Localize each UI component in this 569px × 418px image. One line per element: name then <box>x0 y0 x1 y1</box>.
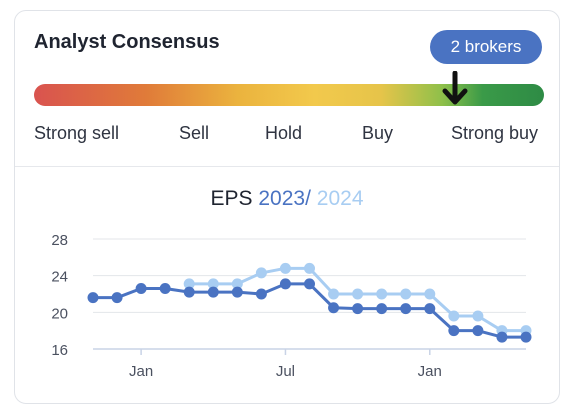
data-point-2023[interactable] <box>400 303 412 315</box>
rating-indicator-arrow-icon <box>442 71 468 105</box>
eps-title-separator: / <box>305 187 311 210</box>
data-point-2023[interactable] <box>135 283 147 294</box>
data-point-2023[interactable] <box>111 292 123 304</box>
data-point-2024[interactable] <box>352 288 364 300</box>
eps-title-year-2024[interactable]: 2024 <box>316 187 364 210</box>
rating-gradient-bar <box>34 84 544 106</box>
data-point-2023[interactable] <box>496 331 508 343</box>
data-point-2024[interactable] <box>472 310 484 322</box>
data-point-2023[interactable] <box>183 286 195 298</box>
eps-title-year-2023[interactable]: 2023 <box>258 187 306 210</box>
data-point-2024[interactable] <box>376 288 388 300</box>
data-point-2023[interactable] <box>231 286 243 298</box>
data-point-2024[interactable] <box>304 262 315 274</box>
data-point-2024[interactable] <box>328 288 340 300</box>
data-point-2023[interactable] <box>424 303 436 315</box>
consensus-title: Analyst Consensus <box>34 31 220 53</box>
data-point-2023[interactable] <box>472 325 484 337</box>
data-point-2023[interactable] <box>207 286 219 298</box>
x-tick-label: Jan <box>418 363 442 380</box>
x-tick-label: Jan <box>129 363 153 380</box>
eps-title-prefix: EPS <box>210 187 253 210</box>
data-point-2023[interactable] <box>255 288 267 300</box>
rating-label-strong-sell: Strong sell <box>34 123 120 143</box>
data-point-2023[interactable] <box>520 331 532 343</box>
data-point-2024[interactable] <box>207 278 219 290</box>
data-point-2024[interactable] <box>231 278 243 290</box>
data-point-2023[interactable] <box>87 292 99 304</box>
data-point-2024[interactable] <box>279 262 291 274</box>
section-divider <box>15 166 559 167</box>
y-tick-label: 20 <box>51 305 68 322</box>
data-point-2023[interactable] <box>352 303 364 315</box>
analyst-consensus-card: Analyst Consensus 2 brokers Strong sell … <box>14 10 560 404</box>
data-point-2023[interactable] <box>448 325 460 337</box>
data-point-2023[interactable] <box>159 283 171 294</box>
brokers-count-badge[interactable]: 2 brokers <box>430 30 542 64</box>
rating-label-hold: Hold <box>265 123 303 143</box>
rating-label-buy: Buy <box>362 123 394 143</box>
data-point-2023[interactable] <box>328 302 340 314</box>
data-point-2024[interactable] <box>255 267 267 279</box>
rating-label-strong-buy: Strong buy <box>451 123 539 143</box>
rating-scale-labels: Strong sell Sell Hold Buy Strong buy <box>34 123 544 147</box>
data-point-2023[interactable] <box>376 303 388 315</box>
data-point-2023[interactable] <box>279 278 291 290</box>
rating-label-sell: Sell <box>179 123 210 143</box>
y-tick-label: 24 <box>51 269 68 286</box>
data-point-2024[interactable] <box>448 310 460 322</box>
data-point-2024[interactable] <box>183 278 195 290</box>
data-point-2023[interactable] <box>304 278 315 290</box>
eps-chart-title: EPS 2023/ 2024 <box>15 187 559 211</box>
x-tick-label: Jul <box>276 363 295 380</box>
series-line-2023 <box>93 282 526 339</box>
y-tick-label: 28 <box>51 232 68 249</box>
y-tick-label: 16 <box>51 342 68 359</box>
data-point-2024[interactable] <box>424 288 436 300</box>
data-point-2024[interactable] <box>400 288 412 300</box>
